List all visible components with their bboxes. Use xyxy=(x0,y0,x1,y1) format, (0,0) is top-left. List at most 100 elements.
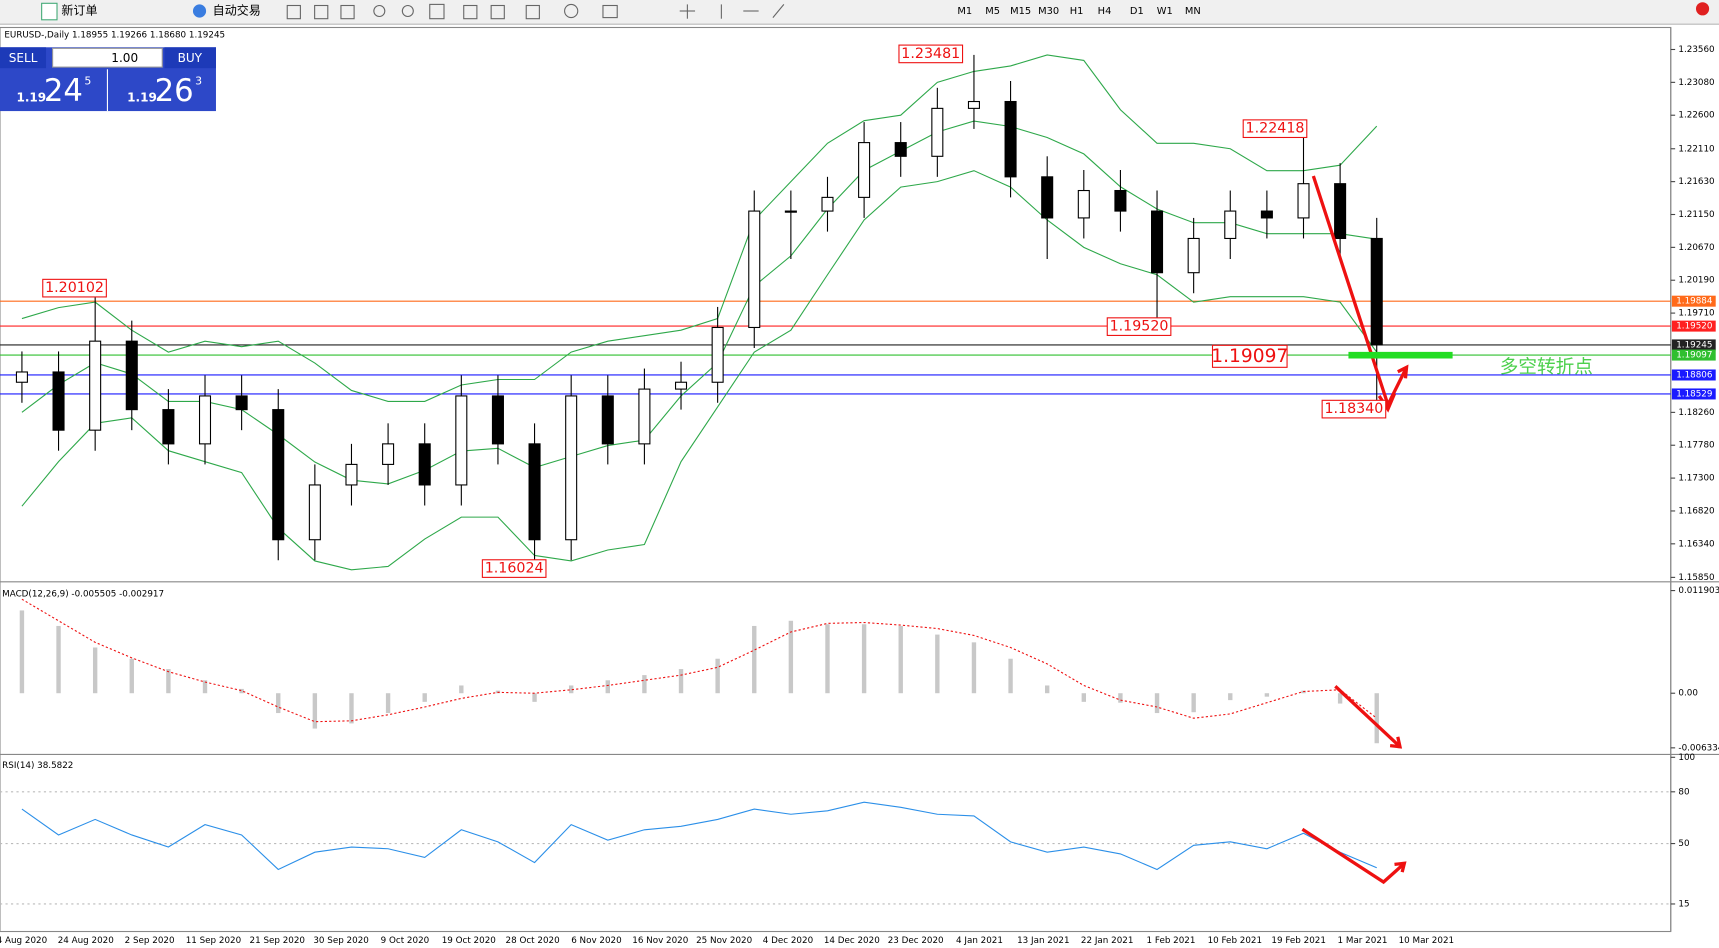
candle-body xyxy=(565,395,578,541)
x-tick-label: 9 Oct 2020 xyxy=(381,936,430,946)
price-annotation-box xyxy=(1106,317,1172,336)
level-box xyxy=(1671,388,1716,400)
timeframe-button[interactable]: H4 xyxy=(1098,6,1112,17)
candle-body xyxy=(1041,176,1054,219)
alert-badge[interactable] xyxy=(1695,2,1710,16)
candle-body xyxy=(162,409,175,445)
sell-price-mid: 24 xyxy=(44,73,83,109)
macd-bar xyxy=(788,620,794,694)
sell-button[interactable] xyxy=(0,47,47,69)
candle-body xyxy=(1297,183,1310,219)
timeframe-button[interactable]: M5 xyxy=(985,6,1000,17)
macd-bar xyxy=(605,680,610,694)
candle-body xyxy=(748,210,761,329)
macd-bar xyxy=(166,669,171,694)
candle-body xyxy=(1004,100,1017,178)
x-tick-label: 11 Sep 2020 xyxy=(186,936,241,946)
timeframe-button[interactable]: M1 xyxy=(957,6,972,17)
timeframe-button[interactable]: M30 xyxy=(1038,6,1059,17)
macd-bar xyxy=(898,625,903,694)
buy-price-big: 1.19 xyxy=(127,90,157,104)
candle-body xyxy=(858,142,871,198)
level-box xyxy=(1671,295,1716,307)
auto-trading-icon[interactable] xyxy=(192,4,207,18)
x-tick-label: 19 Oct 2020 xyxy=(442,936,496,946)
candle-body xyxy=(345,463,358,486)
toolbar-icons xyxy=(286,3,785,20)
macd-bar xyxy=(92,647,98,694)
macd-tick-label: 0.011903 xyxy=(1678,586,1719,596)
price-annotation-box xyxy=(898,44,964,64)
price-annotation: 1.19097 xyxy=(1211,346,1288,367)
candle-body xyxy=(638,388,651,445)
macd-bar xyxy=(239,688,244,694)
new-order-icon[interactable] xyxy=(41,2,58,21)
rsi-tick-label: 100 xyxy=(1678,753,1695,763)
y-tick-label: 1.18260 xyxy=(1678,408,1714,418)
drawn-arrows xyxy=(1301,175,1409,885)
macd-tick-label: -0.006334 xyxy=(1678,743,1719,753)
candle-body xyxy=(1187,237,1200,274)
chart-header: EURUSD-,Daily 1.18955 1.19266 1.18680 1.… xyxy=(4,31,225,41)
candle-body xyxy=(821,196,834,212)
level-label: 1.19520 xyxy=(1676,322,1712,332)
price-annotation: 1.22418 xyxy=(1246,121,1305,137)
sell-price-small: 5 xyxy=(84,74,91,87)
lots[interactable]: 1.00 xyxy=(111,51,138,65)
candle-body xyxy=(931,107,944,157)
candle-body xyxy=(455,395,468,486)
candle-body xyxy=(1077,189,1090,219)
x-tick-label: 21 Sep 2020 xyxy=(250,936,305,946)
timeframe-button[interactable]: W1 xyxy=(1157,6,1173,17)
y-tick-label: 1.21630 xyxy=(1678,177,1714,187)
macd-bar xyxy=(276,693,281,714)
y-tick-label: 1.15850 xyxy=(1678,573,1714,583)
price-annotation-box xyxy=(42,278,107,298)
price-annotation-box xyxy=(1321,399,1387,419)
macd-signal xyxy=(21,598,1378,723)
buy-button[interactable] xyxy=(164,47,216,69)
macd-bar xyxy=(422,693,427,702)
x-tick-label: 28 Oct 2020 xyxy=(506,936,560,946)
y-tick-label: 1.17780 xyxy=(1678,441,1714,451)
x-tick-label: 2 Sep 2020 xyxy=(125,936,175,946)
candle-body xyxy=(1334,183,1347,240)
candle-body xyxy=(784,210,797,213)
timeframe-button[interactable]: H1 xyxy=(1070,6,1084,17)
candle-body xyxy=(967,100,980,109)
macd-bar xyxy=(19,610,25,694)
macd-bar xyxy=(56,625,61,694)
candle-body xyxy=(528,443,541,541)
bollinger-band xyxy=(21,170,1378,571)
level-box xyxy=(1671,349,1716,361)
auto-trading[interactable]: 自动交易 xyxy=(213,2,261,17)
x-tick-label: 10 Feb 2021 xyxy=(1208,936,1262,946)
timeframe-button[interactable]: MN xyxy=(1185,6,1201,17)
candle-body xyxy=(491,395,504,445)
sell-label[interactable]: SELL xyxy=(9,51,38,65)
timeframe-button[interactable]: D1 xyxy=(1130,6,1144,17)
macd-bar xyxy=(385,693,391,714)
macd-bar xyxy=(568,685,574,694)
price-annotation: 1.23481 xyxy=(901,46,960,62)
x-tick-label: 1 Mar 2021 xyxy=(1338,936,1388,946)
macd-bar xyxy=(202,680,208,694)
x-tick-label: 6 Nov 2020 xyxy=(571,936,621,946)
y-tick-label: 1.23080 xyxy=(1678,78,1714,88)
x-tick-label: 4 Aug 2020 xyxy=(0,936,47,946)
y-tick-label: 1.16820 xyxy=(1678,506,1714,516)
new-order[interactable]: 新订单 xyxy=(61,2,97,17)
trade-panel: SELL 1.00 BUY 1.19 24 5 1.19 26 3 xyxy=(0,47,216,112)
candle-body xyxy=(235,395,248,411)
macd-bar xyxy=(349,693,354,724)
candle-body xyxy=(601,395,614,445)
timeframe-button[interactable]: M15 xyxy=(1010,6,1031,17)
macd-bar xyxy=(532,693,537,702)
lots-input[interactable] xyxy=(52,47,163,68)
y-tick-label: 1.19710 xyxy=(1678,309,1714,319)
macd-bar xyxy=(1337,693,1343,704)
macd-bar xyxy=(1008,658,1013,694)
buy-label[interactable]: BUY xyxy=(178,51,203,65)
price-annotation: 1.16024 xyxy=(485,561,544,577)
